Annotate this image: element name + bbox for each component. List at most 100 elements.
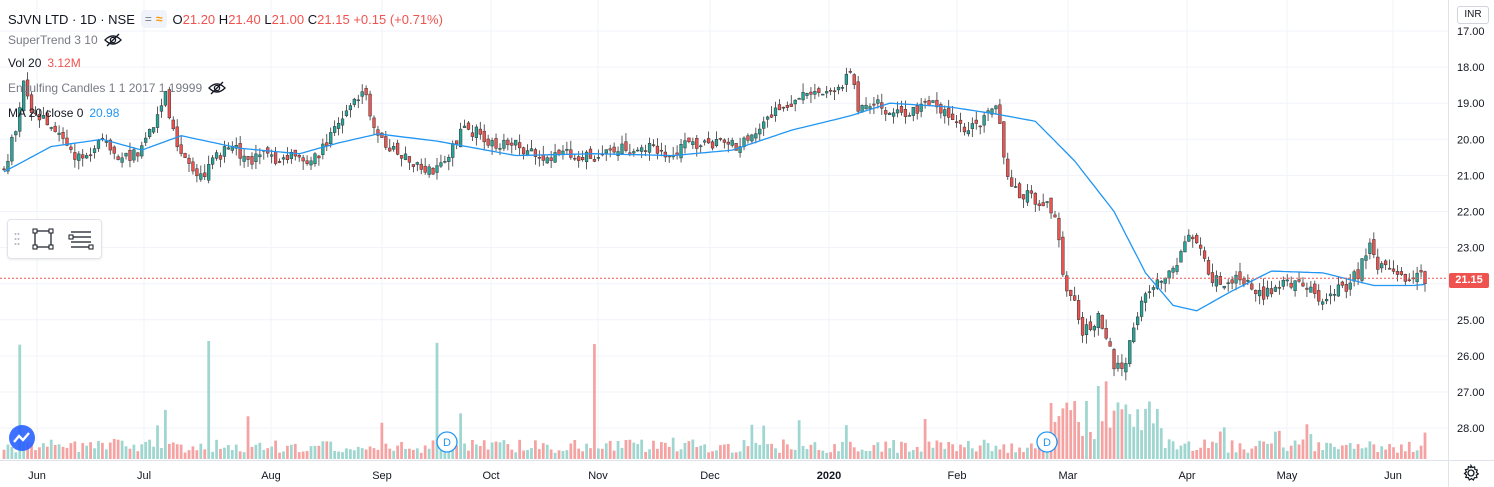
volume-bar: [77, 451, 81, 459]
volume-bar: [695, 447, 699, 459]
dividend-marker[interactable]: [436, 431, 458, 453]
legend-engulfing[interactable]: Engulfing Candles 1 1 2017 1 19999: [8, 81, 227, 95]
gear-icon[interactable]: [1462, 464, 1480, 482]
candle-body: [451, 143, 455, 158]
volume-bar: [534, 440, 537, 459]
symbol-title[interactable]: SJVN LTD · 1D · NSE: [8, 11, 135, 27]
candle-body: [53, 125, 57, 132]
volume-bar: [471, 439, 474, 459]
volume-bar: [805, 449, 809, 459]
candle-body: [1061, 236, 1065, 275]
candle-body: [1206, 260, 1211, 275]
candle-body: [1258, 289, 1262, 297]
candle-body: [990, 108, 994, 115]
dividend-marker-label: D: [443, 437, 451, 449]
price-tick-label: 22.00: [1457, 207, 1485, 219]
volume-bar: [545, 444, 549, 459]
candle-body: [1080, 317, 1085, 336]
candle-body: [1285, 279, 1289, 282]
candle-body: [1037, 203, 1041, 206]
grip-icon[interactable]: [14, 232, 20, 246]
candle-body: [766, 116, 770, 120]
volume-bar: [278, 452, 281, 459]
tradingview-logo-icon[interactable]: [9, 425, 35, 451]
candle-body: [486, 138, 490, 146]
volume-bar: [423, 445, 427, 459]
rectangle-tool-icon[interactable]: [30, 226, 56, 252]
volume-bar: [167, 443, 171, 459]
legend-volume[interactable]: Vol 20 3.12M: [8, 56, 81, 70]
candle-body: [415, 162, 419, 165]
candle-body: [340, 118, 345, 126]
dividend-marker[interactable]: [1036, 431, 1058, 453]
price-tick-label: 28.00: [1457, 423, 1485, 435]
candle-body: [163, 90, 168, 106]
volume-bar: [171, 442, 175, 459]
volume-bar: [844, 425, 848, 459]
candle-body: [604, 149, 608, 154]
candle-body: [1128, 340, 1132, 365]
volume-bar: [341, 452, 344, 459]
volume-bar: [1234, 452, 1238, 459]
candle-body: [1301, 282, 1305, 287]
volume-bar: [164, 409, 167, 459]
candle-body: [935, 99, 939, 108]
volume-bar: [490, 442, 494, 459]
candle-body: [1226, 282, 1230, 284]
candle-body: [1025, 190, 1030, 203]
volume-bar: [65, 447, 69, 459]
candle-body: [356, 99, 360, 102]
volume-bar: [1061, 408, 1065, 459]
candle-body: [781, 106, 786, 109]
time-tick-label: Oct: [482, 470, 499, 482]
eye-off-icon[interactable]: [208, 81, 227, 95]
candle-body: [533, 149, 538, 157]
drawing-toolbar[interactable]: [7, 219, 102, 259]
candle-body: [61, 132, 65, 139]
volume-bar: [766, 444, 770, 459]
candle-body: [1084, 324, 1089, 336]
candle-body: [958, 119, 963, 124]
candle-body: [777, 104, 782, 111]
volume-bar: [719, 445, 722, 459]
candle-body: [1395, 271, 1400, 275]
volume-bar: [1392, 447, 1395, 459]
volume-bar: [97, 441, 100, 459]
candle-body: [1017, 183, 1022, 199]
text-lines-tool-icon[interactable]: [68, 226, 94, 252]
volume-bar: [1144, 408, 1147, 459]
price-tick-label: 19.00: [1457, 98, 1485, 110]
volume-bar: [537, 449, 541, 459]
volume-bar: [510, 449, 514, 459]
candle-body: [899, 105, 904, 113]
eye-off-icon[interactable]: [103, 33, 122, 47]
volume-bar: [1400, 444, 1403, 459]
legend-supertrend[interactable]: SuperTrend 3 10: [8, 33, 122, 47]
volume-bar: [541, 443, 545, 459]
price-axis[interactable]: 28.0027.0026.0025.0024.0023.0022.0021.00…: [1457, 26, 1485, 435]
volume-bar: [116, 439, 120, 459]
candle-body: [435, 165, 439, 173]
currency-label[interactable]: INR: [1457, 6, 1489, 24]
price-tick-label: 17.00: [1457, 26, 1485, 38]
time-axis[interactable]: Jun Jul Aug Sep Oct Nov Dec 2020 Feb Mar Apr May Jun: [28, 470, 1402, 482]
candle-body: [155, 114, 160, 128]
candle-body: [388, 147, 392, 152]
volume-bar: [585, 443, 588, 459]
candle-body: [1336, 284, 1341, 297]
volume-bar: [396, 445, 400, 459]
legend-ma[interactable]: MA 20 close 0 20.98: [8, 106, 120, 120]
candle-body: [565, 148, 569, 151]
candle-body: [333, 126, 337, 133]
candle-body: [195, 168, 199, 177]
volume-bar: [286, 445, 289, 459]
time-tick-label: 2020: [817, 470, 841, 482]
compare-chip[interactable]: = ≈: [140, 10, 167, 28]
volume-bar: [325, 441, 329, 459]
volume-bar: [451, 443, 455, 459]
volume-bar: [1148, 401, 1151, 459]
candle-body: [832, 90, 837, 93]
volume-bar: [1081, 435, 1084, 459]
